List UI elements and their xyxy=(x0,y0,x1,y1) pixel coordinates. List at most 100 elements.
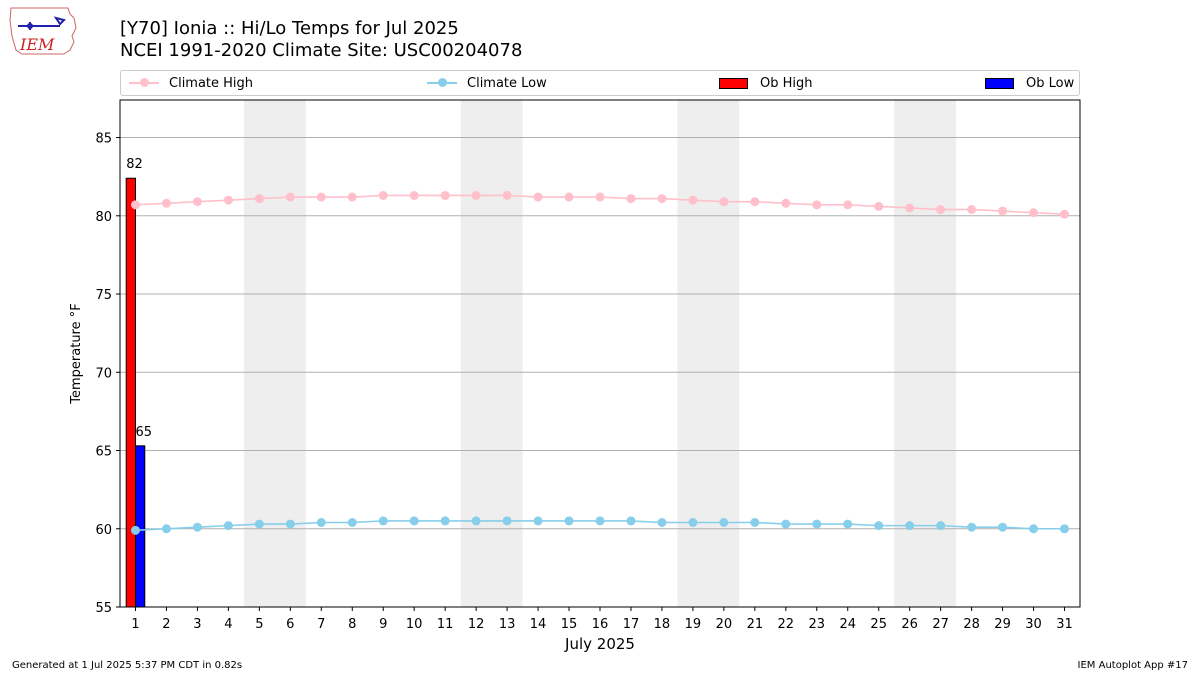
climate-high-point xyxy=(688,195,698,205)
climate-low-point xyxy=(440,516,450,526)
y-tick-label: 60 xyxy=(95,523,112,538)
x-tick-label: 21 xyxy=(747,617,764,632)
legend-ob-high: Ob High xyxy=(719,71,813,95)
climate-low-point xyxy=(626,516,636,526)
climate-low-point xyxy=(657,518,667,527)
climate-high-point xyxy=(998,206,1008,216)
climate-low-point xyxy=(254,519,264,529)
ob-high-label: 82 xyxy=(126,157,143,172)
climate-high-point xyxy=(781,198,791,208)
weekend-shade xyxy=(243,100,306,607)
climate-low-point xyxy=(223,521,233,531)
climate-high-point xyxy=(626,194,636,204)
x-tick-label: 6 xyxy=(286,617,294,632)
x-tick-label: 2 xyxy=(162,617,170,632)
ob-low-label: 65 xyxy=(135,425,152,440)
climate-high-point xyxy=(316,192,326,202)
climate-high-point xyxy=(533,192,543,202)
climate-low-point xyxy=(378,516,388,526)
climate-low-point xyxy=(285,519,295,529)
legend-ob-high-marker xyxy=(719,77,748,89)
iem-logo: IEM xyxy=(8,6,80,60)
x-tick-label: 22 xyxy=(778,617,795,632)
climate-high-point xyxy=(440,190,450,200)
climate-low-point xyxy=(533,516,543,526)
climate-high-point xyxy=(130,200,140,210)
x-tick-label: 26 xyxy=(901,617,918,632)
x-tick-label: 5 xyxy=(255,617,263,632)
legend-ob-high-label: Ob High xyxy=(760,75,813,91)
y-tick-label: 70 xyxy=(95,366,112,381)
ob-high-bar xyxy=(125,177,136,608)
legend-ob-low-marker xyxy=(985,77,1014,89)
climate-low-point xyxy=(843,519,853,529)
x-tick-label: 1 xyxy=(131,617,139,632)
climate-high-point xyxy=(657,194,667,204)
climate-high-point xyxy=(409,190,419,200)
title-line-1: [Y70] Ionia :: Hi/Lo Temps for Jul 2025 xyxy=(120,18,459,39)
app-label: IEM Autoplot App #17 xyxy=(1077,660,1188,671)
title-line-2: NCEI 1991-2020 Climate Site: USC00204078 xyxy=(120,40,523,61)
legend-ob-low-label: Ob Low xyxy=(1026,75,1075,91)
climate-low-point xyxy=(905,521,915,531)
x-tick-label: 29 xyxy=(994,617,1011,632)
climate-low-point xyxy=(595,516,605,526)
weekend-shade xyxy=(460,100,523,607)
y-tick-label: 65 xyxy=(95,445,112,460)
x-tick-label: 30 xyxy=(1025,617,1042,632)
climate-low-point xyxy=(1029,524,1039,534)
climate-low-point xyxy=(750,518,760,527)
climate-high-point xyxy=(936,205,946,215)
climate-high-point xyxy=(750,197,760,207)
x-tick-label: 25 xyxy=(870,617,887,632)
climate-high-point xyxy=(161,198,171,208)
y-tick-label: 55 xyxy=(95,601,112,616)
climate-low-point xyxy=(502,516,512,526)
climate-high-point xyxy=(502,190,512,200)
climate-high-point xyxy=(905,203,915,213)
climate-low-point xyxy=(130,525,140,535)
x-tick-label: 13 xyxy=(499,617,516,632)
climate-high-point xyxy=(595,192,605,202)
generated-note: Generated at 1 Jul 2025 5:37 PM CDT in 0… xyxy=(12,660,243,671)
legend-ob-low: Ob Low xyxy=(985,71,1074,95)
weekend-shade xyxy=(894,100,957,607)
y-tick-label: 80 xyxy=(95,210,112,225)
climate-low-point xyxy=(161,524,171,534)
climate-low-point xyxy=(471,516,481,526)
x-tick-label: 24 xyxy=(839,617,856,632)
x-tick-label: 16 xyxy=(592,617,609,632)
climate-high-point xyxy=(347,192,357,202)
x-tick-label: 7 xyxy=(317,617,325,632)
x-tick-label: 9 xyxy=(379,617,387,632)
x-tick-label: 14 xyxy=(530,617,547,632)
weekend-shade xyxy=(677,100,740,607)
legend-climate-low: Climate Low xyxy=(427,71,547,95)
x-tick-label: 23 xyxy=(809,617,826,632)
legend-climate-high: Climate High xyxy=(129,71,253,95)
chart-title: [Y70] Ionia :: Hi/Lo Temps for Jul 2025 … xyxy=(120,18,522,62)
climate-low-point xyxy=(316,518,326,527)
climate-low-point xyxy=(998,522,1008,532)
x-tick-label: 11 xyxy=(437,617,454,632)
x-tick-label: 10 xyxy=(406,617,423,632)
climate-low-point xyxy=(564,516,574,526)
climate-high-point xyxy=(378,190,388,200)
y-tick-label: 85 xyxy=(95,132,112,147)
climate-high-point xyxy=(719,197,729,207)
climate-low-point xyxy=(874,521,884,531)
climate-low-point xyxy=(1060,524,1070,534)
climate-high-point xyxy=(812,200,822,210)
x-tick-label: 17 xyxy=(623,617,640,632)
legend-climate-low-marker xyxy=(427,78,457,87)
climate-low-point xyxy=(812,519,822,529)
climate-high-point xyxy=(471,190,481,200)
climate-low-point xyxy=(781,519,791,529)
x-axis-label: July 2025 xyxy=(564,635,635,653)
y-tick-label: 75 xyxy=(95,288,112,303)
climate-low-point xyxy=(347,518,357,527)
climate-low-point xyxy=(967,522,977,532)
legend-climate-high-marker xyxy=(129,78,159,87)
climate-high-point xyxy=(192,197,202,207)
